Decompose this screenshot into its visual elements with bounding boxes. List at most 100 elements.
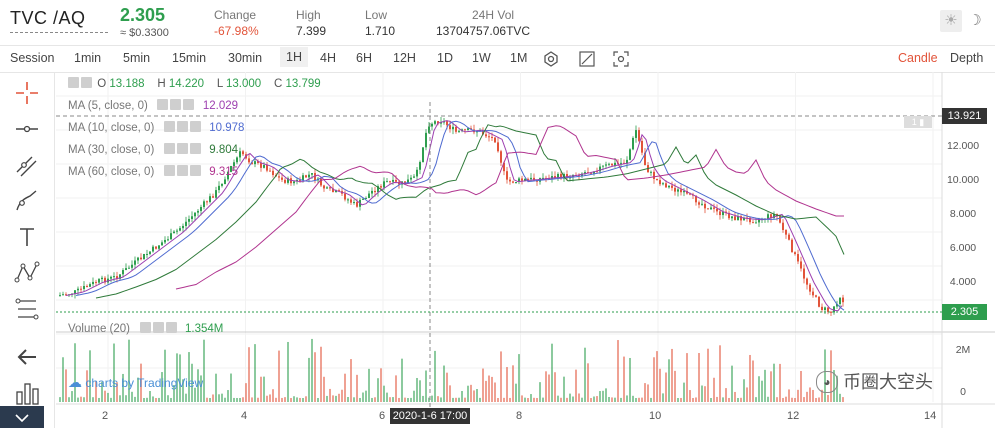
candle-body: [566, 174, 568, 178]
volume-bar: [698, 353, 700, 402]
interval-session[interactable]: Session: [10, 51, 55, 65]
candle-body: [461, 129, 463, 131]
volume-bar: [641, 397, 643, 402]
chart-area[interactable]: O 13.188 H 14.220 L 13.000 C 13.799 MA (…: [56, 72, 995, 428]
volume-bar: [677, 397, 679, 402]
gear-icon[interactable]: [81, 77, 92, 88]
collapse-toolbar-button[interactable]: [0, 406, 44, 428]
candle-body: [404, 181, 406, 184]
pair-selector[interactable]: TVC /AQ: [10, 8, 86, 28]
gear-icon[interactable]: [176, 165, 188, 176]
volume-bar: [455, 397, 457, 402]
draw-line-icon[interactable]: [578, 50, 596, 68]
candle-body: [161, 242, 163, 246]
interval-15min[interactable]: 15min: [172, 51, 207, 65]
volume-bar: [611, 397, 613, 402]
volume-bar: [566, 397, 568, 402]
interval-1m[interactable]: 1M: [510, 51, 528, 65]
low-value: 13.000: [226, 78, 262, 90]
close-icon[interactable]: [189, 121, 201, 132]
volume-bar: [101, 381, 103, 402]
candle-body: [638, 130, 640, 141]
gear-icon[interactable]: [176, 143, 188, 154]
pattern-icon[interactable]: [12, 258, 42, 288]
eye-icon[interactable]: [139, 322, 151, 333]
trend-line-icon[interactable]: [12, 150, 42, 180]
high-value: 14.220: [168, 78, 205, 90]
close-icon[interactable]: [189, 143, 201, 154]
tab-candle[interactable]: Candle: [898, 51, 938, 65]
eye-icon[interactable]: [163, 165, 175, 176]
brush-icon[interactable]: [12, 186, 42, 216]
eye-icon[interactable]: [163, 121, 175, 132]
indicator-icon[interactable]: [542, 50, 560, 68]
moon-icon[interactable]: ☽: [968, 12, 982, 29]
volume-bar: [668, 359, 670, 402]
volume-bar: [533, 397, 535, 402]
candlestick-chart[interactable]: [56, 72, 995, 428]
gear-icon[interactable]: [170, 99, 182, 110]
interval-1d[interactable]: 1D: [437, 51, 453, 65]
interval-5min[interactable]: 5min: [123, 51, 151, 65]
candle-body: [281, 177, 283, 180]
volume-bar: [317, 397, 319, 402]
ohlc-legend: O 13.188 H 14.220 L 13.000 C 13.799: [68, 77, 321, 90]
candle-body: [515, 182, 517, 184]
eye-icon[interactable]: [68, 77, 79, 88]
volume-bar: [632, 395, 634, 402]
interval-1min[interactable]: 1min: [74, 51, 102, 65]
screenshot-icon[interactable]: [612, 50, 630, 68]
volume-tick: 2M: [955, 344, 971, 356]
candle-body: [254, 161, 256, 165]
interval-1h[interactable]: 1H: [280, 47, 308, 67]
close-icon[interactable]: [189, 165, 201, 176]
eye-icon[interactable]: [163, 143, 175, 154]
candle-body: [791, 239, 793, 253]
candle-body: [80, 288, 82, 290]
volume-bar: [335, 395, 337, 402]
candle-body: [371, 190, 373, 194]
candle-body: [731, 216, 733, 219]
horizontal-line-icon[interactable]: [12, 114, 42, 144]
text-tool-icon[interactable]: [12, 222, 42, 252]
volume-bar: [686, 353, 688, 402]
measure-icon[interactable]: [12, 378, 42, 408]
interval-6h[interactable]: 6H: [356, 51, 372, 65]
candle-body: [443, 121, 445, 123]
price-axis[interactable]: 12.000 10.000 8.000 6.000 4.000 2M 0: [942, 72, 995, 402]
gear-icon[interactable]: [176, 121, 188, 132]
tab-depth[interactable]: Depth: [950, 51, 984, 65]
candle-body: [248, 158, 250, 163]
crosshair-icon[interactable]: [12, 78, 42, 108]
volume-bar: [290, 397, 292, 402]
volume-bar: [602, 390, 604, 402]
interval-12h[interactable]: 12H: [393, 51, 416, 65]
interval-1w[interactable]: 1W: [472, 51, 491, 65]
close-icon[interactable]: [183, 99, 195, 110]
volume-bar: [140, 363, 142, 402]
volume-bar: [713, 377, 715, 402]
marker-controls[interactable]: 1 ▮: [904, 116, 932, 128]
candle-body: [227, 171, 229, 180]
volume-bar: [704, 386, 706, 402]
candle-body: [683, 191, 685, 193]
eye-icon[interactable]: [157, 99, 169, 110]
interval-30min[interactable]: 30min: [228, 51, 263, 65]
gear-icon[interactable]: [152, 322, 164, 333]
volume-bar: [794, 397, 796, 402]
volume-bar: [653, 357, 655, 402]
back-arrow-icon[interactable]: [12, 342, 42, 372]
candle-body: [176, 230, 178, 232]
candle-body: [425, 132, 427, 148]
candle-body: [533, 177, 535, 181]
volume-bar: [476, 389, 478, 402]
fib-icon[interactable]: [12, 294, 42, 324]
close-icon[interactable]: [165, 322, 177, 333]
volume-bar: [167, 395, 169, 402]
candle-body: [830, 311, 832, 313]
interval-4h[interactable]: 4H: [320, 51, 336, 65]
candle-body: [680, 189, 682, 193]
brand-watermark: ◕ 币圈大空头: [816, 368, 933, 394]
sun-icon[interactable]: ☀: [940, 10, 962, 32]
candle-body: [524, 178, 526, 181]
